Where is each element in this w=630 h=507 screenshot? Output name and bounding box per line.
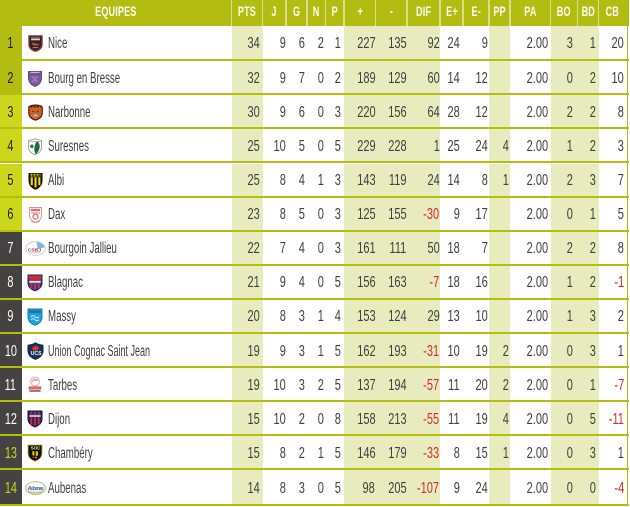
svg-text:CSBJ: CSBJ (28, 248, 41, 254)
svg-text:UCS: UCS (30, 351, 41, 357)
svg-text:SOC: SOC (31, 446, 41, 451)
svg-text:Aubenas: Aubenas (27, 486, 43, 492)
